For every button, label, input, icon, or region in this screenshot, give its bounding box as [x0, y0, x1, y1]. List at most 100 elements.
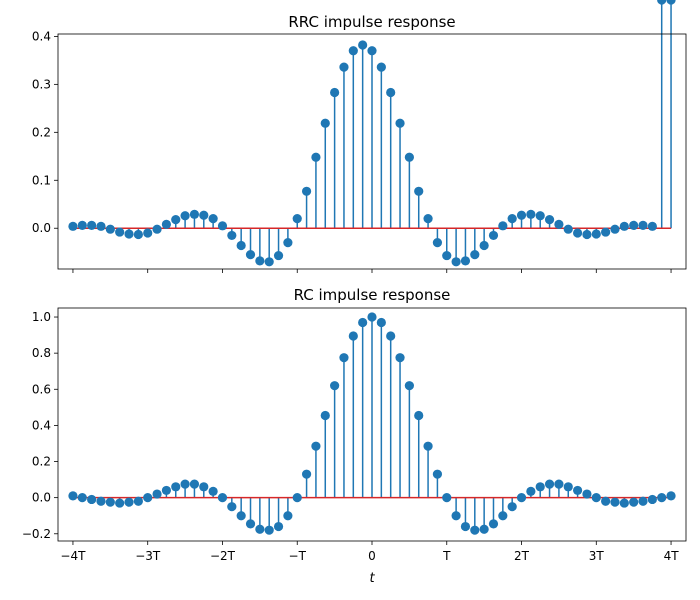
rc-marker: [414, 410, 424, 421]
rrc-marker: [199, 210, 209, 220]
rrc-marker: [217, 221, 228, 231]
rc-marker: [367, 312, 377, 322]
rc-x-tick-label: 3T: [589, 549, 605, 563]
rc-x-tick-label: 2T: [514, 549, 530, 563]
rc-marker: [311, 441, 321, 451]
rrc-marker: [273, 250, 284, 261]
rrc-y-tick-label: 0.4: [32, 29, 51, 43]
rrc-marker: [423, 214, 433, 224]
rrc-marker: [488, 230, 499, 241]
rc-marker: [301, 469, 312, 479]
rrc-axes-frame: [57, 33, 687, 270]
rrc-marker: [535, 211, 545, 221]
rc-y-tick-label: 0.4: [32, 418, 51, 432]
rc-marker: [358, 317, 368, 328]
rc-marker: [451, 511, 461, 521]
rrc-marker: [283, 238, 293, 248]
rrc-marker: [666, 0, 676, 5]
rrc-marker: [404, 152, 414, 162]
rc-marker: [171, 482, 181, 492]
rrc-y-tick-label: 0.3: [32, 77, 51, 91]
rrc-marker: [647, 221, 657, 231]
rc-marker: [647, 494, 657, 505]
rrc-marker: [330, 87, 340, 98]
rrc-marker: [264, 257, 274, 267]
rc-marker: [601, 496, 611, 506]
rc-marker: [264, 525, 274, 535]
rrc-marker: [544, 215, 555, 225]
rc-x-tick-label: −3T: [135, 549, 161, 563]
rc-x-ticks: −4T −3T −2T −T 0 T 2T 3T 4T: [60, 541, 679, 563]
rrc-marker: [470, 250, 480, 260]
rc-marker: [535, 482, 545, 492]
rc-marker: [143, 493, 153, 503]
rc-marker: [395, 353, 405, 363]
rc-marker: [442, 493, 452, 503]
rrc-y-tick-label: 0.1: [32, 173, 51, 187]
rc-marker: [572, 485, 583, 496]
rrc-marker: [498, 221, 508, 231]
rc-marker: [133, 496, 143, 506]
rc-x-axis-label: t: [369, 571, 375, 586]
rc-x-tick-label: T: [442, 549, 451, 563]
rrc-plot-area: [68, 0, 676, 267]
rc-plot-area: [68, 312, 676, 535]
rrc-marker: [245, 250, 256, 260]
rc-marker: [470, 525, 480, 535]
rrc-marker: [638, 220, 648, 230]
rc-marker: [217, 493, 228, 503]
rc-marker: [629, 497, 639, 507]
rrc-marker: [591, 229, 601, 239]
rc-y-tick-label: 0.8: [32, 346, 51, 360]
rc-marker: [227, 502, 237, 512]
rc-marker: [320, 410, 330, 421]
rc-marker: [152, 489, 162, 499]
rc-marker: [87, 494, 97, 505]
rc-marker: [68, 491, 78, 501]
rrc-marker: [442, 250, 452, 261]
rc-marker: [507, 502, 517, 512]
rrc-marker: [105, 224, 115, 234]
rc-axes-frame: [57, 307, 687, 542]
rrc-marker: [124, 229, 134, 239]
rc-marker: [245, 519, 256, 529]
rrc-marker: [395, 118, 405, 128]
rc-marker: [208, 486, 218, 496]
rc-marker: [180, 479, 190, 489]
rc-marker: [330, 381, 340, 391]
rc-marker: [189, 479, 200, 489]
rc-marker: [488, 519, 499, 529]
rrc-marker: [460, 256, 471, 266]
rrc-marker: [339, 62, 349, 72]
rc-marker: [124, 497, 134, 507]
rc-title: RC impulse response: [294, 286, 451, 304]
rrc-marker: [115, 227, 125, 237]
rrc-marker: [629, 220, 639, 230]
rrc-y-tick-label: 0.0: [32, 221, 51, 235]
rc-marker: [516, 493, 527, 503]
rrc-marker: [227, 230, 237, 241]
rc-marker: [292, 493, 302, 503]
rrc-marker: [208, 214, 218, 224]
rrc-marker: [367, 46, 377, 56]
rc-x-tick-label: 0: [368, 549, 376, 563]
rrc-marker: [255, 256, 265, 266]
rrc-marker: [77, 220, 87, 230]
rc-marker: [96, 496, 106, 506]
rc-y-tick-label: 0.2: [32, 455, 51, 469]
rrc-marker: [152, 224, 162, 234]
rc-y-ticks: −0.2 0.0 0.2 0.4 0.6 0.8 1.0: [22, 310, 58, 541]
rrc-y-ticks: 0.0 0.1 0.2 0.3 0.4: [32, 29, 58, 235]
rrc-marker: [358, 40, 368, 50]
rrc-marker: [610, 224, 620, 234]
rc-marker: [619, 498, 629, 508]
rrc-marker: [386, 87, 396, 98]
rc-marker: [563, 482, 573, 492]
rrc-marker: [292, 214, 302, 224]
rc-marker: [498, 511, 508, 521]
rc-y-tick-label: 0.6: [32, 382, 51, 396]
rrc-marker: [479, 240, 489, 251]
rrc-marker: [376, 62, 386, 72]
rrc-marker: [563, 224, 573, 234]
